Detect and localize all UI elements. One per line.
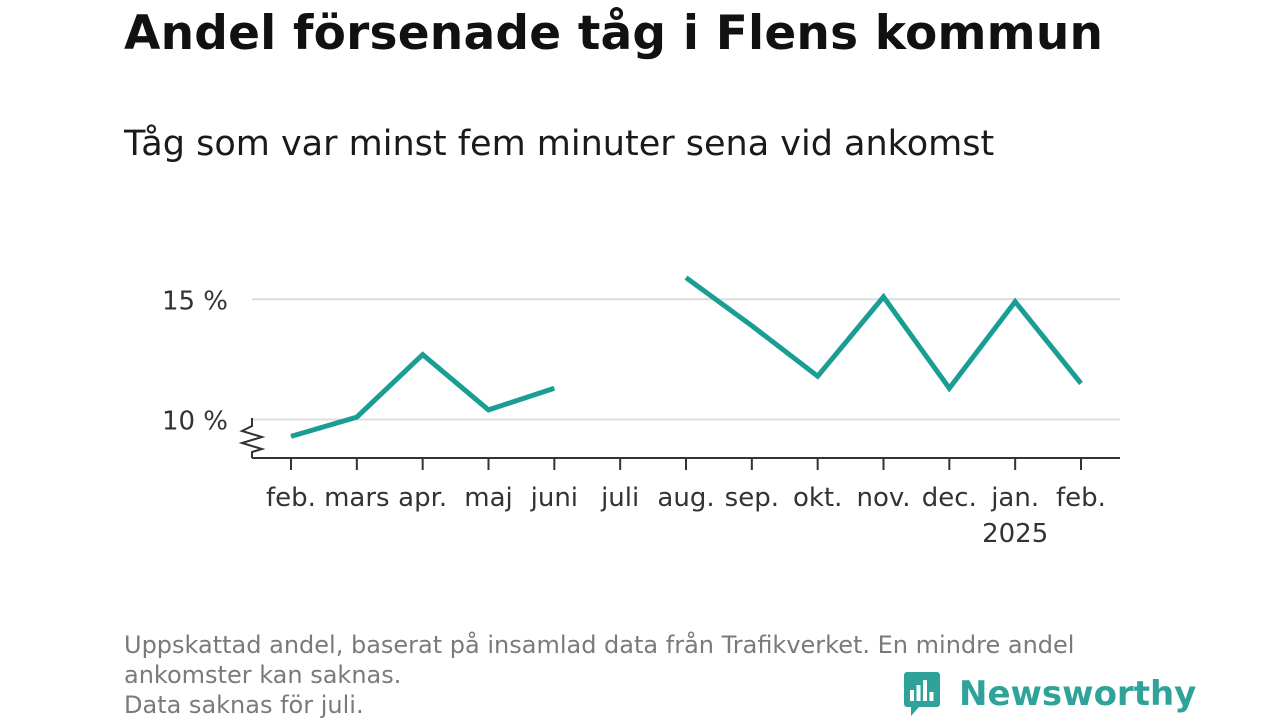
x-tick-label: dec. [922, 483, 977, 513]
x-axis [238, 418, 1120, 470]
series-line [290, 351, 556, 439]
y-tick-label: 15 % [162, 286, 228, 316]
y-axis: 10 % 15 % [162, 286, 228, 436]
y-tick-label: 10 % [162, 407, 228, 437]
brand-name: Newsworthy [959, 674, 1197, 714]
x-tick-label: feb. [1056, 483, 1106, 513]
footnote-line: ankomster kan saknas. [124, 661, 402, 689]
chart-title: Andel försenade tåg i Flens kommun [124, 6, 1104, 61]
footnote-line: Data saknas för juli. [124, 691, 364, 719]
chart-subtitle: Tåg som var minst fem minuter sena vid a… [124, 124, 995, 164]
footnote-line: Uppskattad andel, baserat på insamlad da… [124, 631, 1075, 659]
series-line [684, 275, 1083, 393]
y-axis-break [238, 418, 266, 458]
x-year-label: 2025 [982, 519, 1048, 549]
x-tick-label: maj [464, 483, 512, 513]
series-lines [290, 275, 1083, 439]
x-tick-labels: feb. mars apr. maj juni juli aug. sep. okt. nov. d… [266, 483, 1106, 549]
chart-footnote: Uppskattad andel, baserat på insamlad da… [124, 630, 1154, 720]
gridlines [252, 298, 1120, 421]
line-chart: 10 % 15 % feb. mars apr. maj juni juli aug. sep.… [162, 275, 1120, 549]
x-tick-label: feb. [266, 483, 316, 513]
x-tick-label: sep. [725, 483, 779, 513]
x-tick-label: juli [600, 483, 639, 513]
chart-bubble-icon [904, 672, 940, 716]
x-tick-label: aug. [657, 483, 714, 513]
newsworthy-logo: Newsworthy [903, 670, 1196, 718]
x-tick-label: okt. [793, 483, 842, 513]
x-tick-label: mars [324, 483, 390, 513]
x-tick-label: nov. [856, 483, 910, 513]
x-tick-label: apr. [398, 483, 447, 513]
x-tick-label: jan. [990, 483, 1039, 513]
x-tick-label: juni [530, 483, 578, 513]
